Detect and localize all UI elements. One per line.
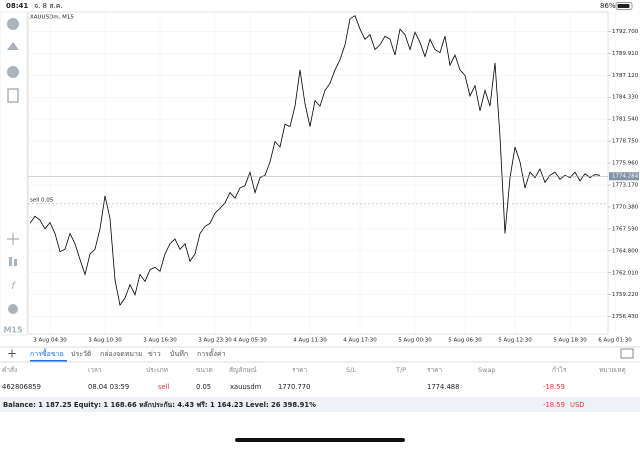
- home-indicator: [235, 438, 405, 442]
- cell-type: sell: [158, 383, 170, 391]
- column-header: กำไร: [552, 366, 567, 374]
- bid-label: 1774.284: [612, 174, 639, 180]
- trade-table: คำสั่ง เวลา ประเภท ขนาด สัญลักษณ์ ราคา S/L T/P ร…: [2, 365, 626, 391]
- battery-level: 86%: [600, 2, 616, 10]
- x-tick-label: 3 Aug 23:30: [198, 338, 232, 344]
- x-tick-label: 5 Aug 12:30: [498, 338, 532, 344]
- summary-row: [0, 397, 640, 412]
- timeframe-button[interactable]: M15: [3, 326, 23, 335]
- column-header: คำสั่ง: [2, 365, 17, 374]
- cell-volume: 0.05: [196, 383, 211, 391]
- total-profit: -18.59: [543, 401, 565, 409]
- tab[interactable]: ประวัติ: [71, 350, 92, 358]
- column-header: Swap: [478, 366, 496, 374]
- column-header: สัญลักษณ์: [229, 366, 257, 374]
- column-header: S/L: [346, 366, 356, 374]
- tab[interactable]: การซื้อขาย: [30, 347, 64, 358]
- y-tick-label: 1764.800: [612, 248, 639, 254]
- x-tick-label: 4 Aug 11:30: [293, 338, 327, 344]
- cell-profit: -18.59: [543, 383, 565, 391]
- plot: 1756.430 1759.220 1762.010 1764.800 1767.590…: [28, 12, 639, 344]
- bid-box: [609, 172, 639, 181]
- panel-icon[interactable]: [620, 348, 634, 359]
- tab[interactable]: ข่าว: [148, 350, 161, 358]
- y-tick-label: 1787.120: [612, 73, 639, 79]
- chart-title: XAUUSDm, M15: [30, 15, 74, 21]
- tab[interactable]: บันทึก: [170, 349, 188, 358]
- currency: USD: [570, 401, 585, 409]
- column-header: ประเภท: [146, 366, 168, 374]
- x-tick-label: 4 Aug 17:30: [343, 338, 377, 344]
- x-tick-label: 5 Aug 00:30: [398, 338, 432, 344]
- y-tick-label: 1775.960: [612, 161, 639, 167]
- x-tick-label: 5 Aug 18:30: [553, 338, 587, 344]
- crosshair-icon[interactable]: [7, 233, 19, 245]
- active-tab-underline: [30, 360, 67, 362]
- column-header: หมายเหตุ: [599, 366, 626, 374]
- cell-symbol: xauusdm: [230, 383, 262, 391]
- y-tick-label: 1773.170: [612, 183, 639, 189]
- column-header: ขนาด: [196, 366, 213, 374]
- chart-type-icon[interactable]: [9, 257, 12, 266]
- x-tick-label: 5 Aug 06:30: [448, 338, 482, 344]
- left-toolbar: [0, 11, 28, 336]
- chart-type-icon-2: [14, 259, 17, 266]
- y-tick-label: 1770.380: [612, 204, 639, 210]
- add-button[interactable]: +: [7, 347, 17, 361]
- order-label: sell 0.05: [30, 197, 54, 203]
- y-tick-label: 1792.700: [612, 29, 639, 35]
- column-header: เวลา: [88, 366, 102, 374]
- tab[interactable]: กล่องจดหมาย: [100, 350, 142, 358]
- x-tick-label: 3 Aug 04:30: [33, 338, 67, 344]
- column-header: ราคา: [427, 366, 442, 374]
- indicators-icon[interactable]: f: [11, 281, 16, 292]
- y-tick-label: 1759.220: [612, 292, 639, 298]
- battery-icon: [615, 2, 633, 10]
- x-tick-label: 3 Aug 10:30: [88, 338, 122, 344]
- y-tick-label: 1762.010: [612, 270, 639, 276]
- y-tick-label: 1756.430: [612, 314, 639, 320]
- cell-time: 08.04 03:59: [88, 383, 129, 391]
- date: จ. 8 ส.ค.: [34, 2, 63, 10]
- plot-frame: [27, 11, 609, 335]
- battery-fill: [617, 4, 630, 8]
- y-tick-label: 1781.540: [612, 117, 639, 123]
- clock: 08:41: [6, 2, 28, 10]
- new-order-icon[interactable]: [7, 88, 19, 103]
- x-tick-label: 3 Aug 16:30: [143, 338, 177, 344]
- cell-price: 1774.488: [427, 383, 459, 391]
- tab[interactable]: การตั้งค่า: [197, 347, 226, 358]
- cell-open-price: 1770.770: [278, 383, 310, 391]
- y-tick-label: 1789.910: [612, 51, 639, 57]
- x-tick-label: 6 Aug 01:30: [598, 338, 632, 344]
- objects-icon[interactable]: [8, 304, 18, 314]
- x-tick-label: 4 Aug 05:30: [233, 338, 267, 344]
- account-icon[interactable]: [7, 18, 19, 30]
- y-tick-label: 1778.750: [612, 139, 639, 145]
- y-tick-label: 1767.590: [612, 226, 639, 232]
- price-line: [29, 15, 601, 307]
- y-tick-label: 1784.330: [612, 95, 639, 101]
- balance-summary: Balance: 1 187.25 Equity: 1 168.66 หลักป…: [3, 401, 316, 409]
- tabs: การซื้อขาย ประวัติ กล่องจดหมาย ข่าว บันทึก กา…: [30, 347, 226, 362]
- chat-icon[interactable]: [7, 66, 19, 78]
- column-header: ราคา: [292, 366, 307, 374]
- cell-order: 462806859: [2, 383, 41, 391]
- column-header: T/P: [395, 366, 406, 374]
- trade-icon[interactable]: [7, 42, 19, 50]
